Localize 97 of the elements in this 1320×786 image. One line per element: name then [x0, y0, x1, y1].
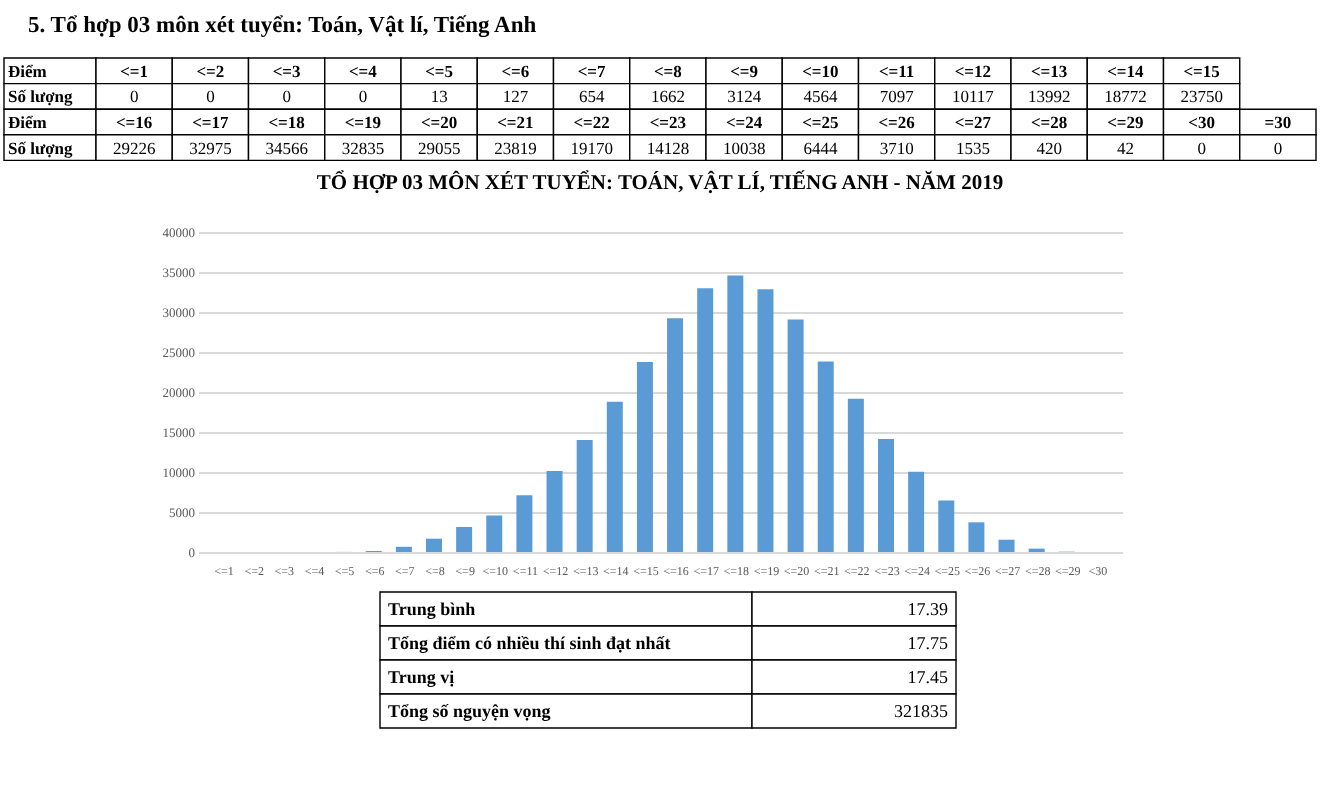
- bar: [968, 522, 985, 552]
- bar: [546, 471, 563, 552]
- category-label: =30: [1264, 112, 1292, 132]
- text: Tổng điểm có nhiều thí sinh đạt nhất: [388, 633, 671, 653]
- bar: [426, 538, 442, 552]
- bar: [908, 471, 925, 552]
- data-label: 34566: [265, 137, 308, 158]
- bar: [727, 275, 744, 552]
- bar: [787, 319, 804, 552]
- category-label: <=29: [1107, 112, 1144, 132]
- data-label: 19170: [570, 137, 613, 158]
- category-label: <30: [1188, 112, 1215, 132]
- data-label: 13: [430, 86, 448, 107]
- bar: [757, 289, 774, 552]
- data-label: 4564: [803, 86, 839, 107]
- data-label: 0: [1273, 137, 1283, 158]
- category-label: <=26: [878, 112, 915, 132]
- bar: [817, 361, 834, 552]
- text: 17.39: [907, 599, 949, 619]
- text: Số lượng: [8, 86, 74, 107]
- category-label: <=15: [1183, 60, 1220, 81]
- category-label: <=3: [272, 60, 301, 81]
- bar: [456, 527, 473, 552]
- data-label: 3710: [879, 137, 914, 158]
- text: Điểm: [8, 112, 47, 132]
- data-label: 0: [358, 86, 368, 107]
- category-label: <=5: [425, 60, 454, 81]
- data-label: 654: [578, 86, 606, 107]
- category-label: <=20: [420, 112, 458, 132]
- bar: [606, 401, 623, 552]
- data-label: 29226: [112, 137, 156, 158]
- bar: [516, 495, 533, 552]
- category-label: <=9: [730, 60, 759, 81]
- data-label: 18772: [1104, 86, 1147, 107]
- data-label: 420: [1036, 137, 1062, 158]
- text: Trung bình: [388, 599, 476, 619]
- category-label: <=7: [577, 60, 608, 81]
- data-label: 29055: [417, 137, 461, 158]
- text: 5. Tổ hợp 03 môn xét tuyển: Toán, Vật lí, Tiếng Anh: [28, 14, 538, 38]
- category-label: <=23: [649, 112, 687, 132]
- data-label: 32975: [189, 137, 232, 158]
- bar: [486, 515, 503, 552]
- data-label: 6444: [803, 137, 839, 158]
- data-label: 0: [129, 86, 139, 107]
- category-label: <=12: [954, 60, 992, 81]
- data-label: 23750: [1180, 86, 1223, 107]
- data-label: 0: [206, 86, 215, 107]
- bar: [697, 288, 714, 552]
- data-label: 10117: [951, 86, 994, 107]
- data-label: 32835: [341, 137, 385, 158]
- data-label: 13992: [1027, 86, 1071, 107]
- data-label: 10038: [722, 137, 766, 158]
- category-label: <=2: [196, 60, 225, 81]
- text: Trung vị: [388, 667, 456, 687]
- text: 17.45: [907, 667, 949, 687]
- category-label: <=21: [497, 112, 534, 132]
- data-label: 42: [1116, 137, 1134, 158]
- category-label: <=18: [268, 112, 305, 132]
- data-label: 3124: [727, 86, 763, 107]
- bar: [938, 500, 955, 552]
- category-label: <=13: [1030, 60, 1068, 81]
- data-label: 1662: [650, 86, 685, 107]
- category-label: <=6: [501, 60, 530, 81]
- category-label: <=16: [115, 112, 153, 132]
- bar: [878, 438, 894, 552]
- bar: [576, 440, 593, 552]
- bar: [998, 539, 1015, 552]
- category-label: <=14: [1107, 60, 1146, 81]
- bar: [395, 546, 412, 552]
- category-label: <=28: [1030, 112, 1068, 132]
- category-label: <=10: [802, 60, 839, 81]
- data-label: 14128: [646, 137, 690, 158]
- category-label: <=1: [120, 60, 149, 81]
- text: Số lượng: [8, 137, 73, 158]
- category-label: <=19: [344, 112, 382, 132]
- data-label: 1535: [955, 137, 990, 158]
- category-label: <=11: [878, 60, 915, 81]
- chart-title: TỔ HỢP 03 MÔN XÉT TUYỂN: TOÁN, VẬT LÍ, TIẾNG ANH - NĂM 2019: [316, 169, 1004, 195]
- text: 17.75: [907, 633, 949, 653]
- text: 321835: [894, 701, 949, 721]
- data-label: 127: [502, 86, 529, 107]
- category-label: <=25: [802, 112, 839, 132]
- category-label: <=4: [348, 60, 379, 81]
- category-label: <=17: [192, 112, 231, 132]
- category-label: <=8: [653, 60, 682, 81]
- text: Tổng số nguyện vọng: [388, 701, 552, 721]
- data-label: 23819: [494, 137, 537, 158]
- bar: [636, 362, 653, 552]
- text: Điểm: [8, 60, 47, 81]
- bar: [847, 398, 864, 552]
- category-label: <=24: [725, 112, 764, 132]
- data-label: 0: [1197, 137, 1206, 158]
- bar: [667, 318, 684, 552]
- category-label: <=22: [573, 112, 610, 132]
- data-label: 0: [282, 86, 291, 107]
- category-label: <=27: [954, 112, 993, 132]
- data-label: 7097: [879, 86, 914, 107]
